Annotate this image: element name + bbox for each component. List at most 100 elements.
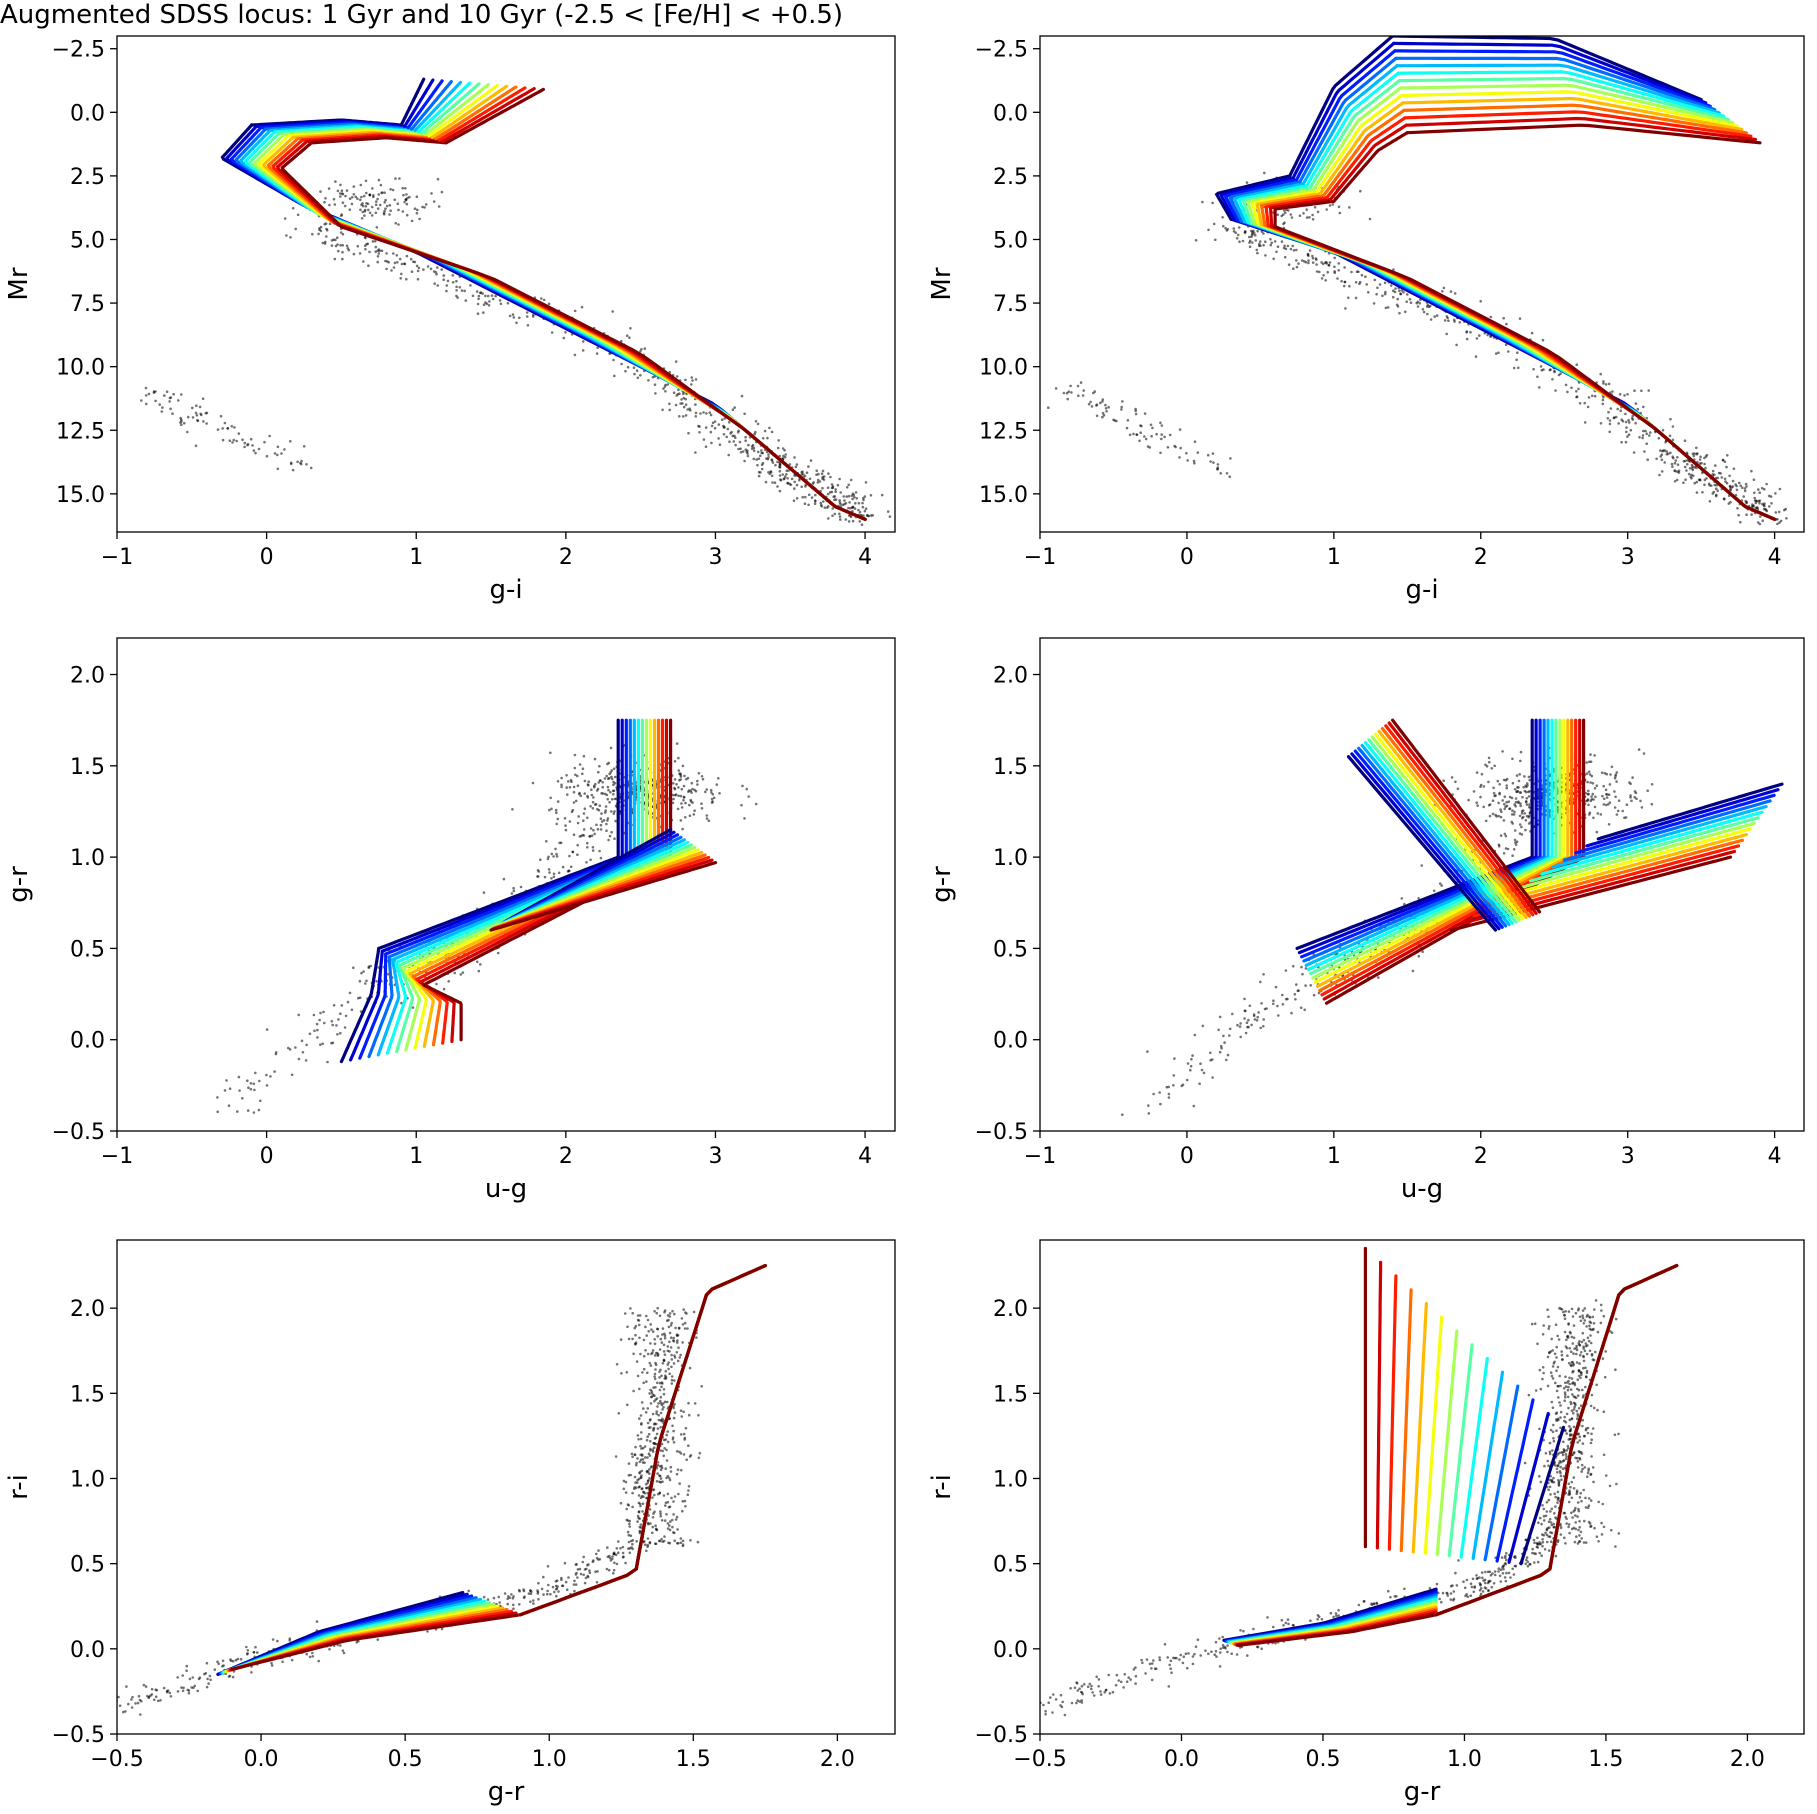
field-star-point [1585,772,1589,775]
field-star-point [1498,783,1501,786]
field-star-point [1210,1650,1213,1653]
field-star-point [385,204,389,208]
field-star-point [1134,409,1137,413]
field-star-point [750,445,754,448]
field-star-point [316,1028,319,1032]
field-star-point [191,416,195,419]
field-star-point [1686,458,1689,462]
field-star-point [741,450,745,453]
field-star-point [670,1496,673,1500]
field-star-point [672,1513,675,1516]
field-star-point [1735,488,1739,492]
field-star-point [573,309,577,313]
field-star-point [649,1426,652,1429]
field-star-point [705,412,708,415]
field-star-point [1141,1661,1144,1665]
field-star-point [574,1563,578,1566]
field-star-point [1481,1576,1484,1580]
y-tick-label: 0.5 [70,1553,105,1578]
field-star-point [853,495,856,499]
field-star-point [1570,386,1573,390]
field-star-point [699,412,702,415]
field-star-point [657,1418,661,1422]
field-star-point [573,1589,576,1593]
field-star-point [463,289,467,293]
field-star-point [1251,241,1254,244]
field-star-point [573,353,577,357]
field-star-point [752,449,756,453]
field-star-point [1172,1074,1176,1077]
isochrone-track-line [1288,36,1395,178]
field-star-point [1519,804,1522,808]
field-star-point [1685,469,1688,472]
field-star-point [804,495,807,499]
field-star-point [180,393,183,396]
field-star-point [1148,446,1152,449]
field-star-point [605,1567,609,1571]
field-star-point [322,1010,325,1014]
field-star-point [757,457,761,461]
isochrone-track-line [1394,56,1717,112]
field-star-point [1168,433,1172,437]
field-star-point [678,1356,682,1359]
field-star-point [1292,267,1295,271]
y-tick-label: 5.0 [993,228,1028,253]
field-star-point [1140,424,1143,428]
field-star-point [672,1339,676,1343]
field-star-point [336,236,339,239]
field-star-point [250,1671,253,1674]
field-star-point [269,1075,272,1078]
field-star-point [627,1462,631,1465]
field-star-point [1181,1083,1185,1087]
field-star-point [433,282,437,286]
field-star-point [340,192,344,195]
field-star-point [1557,373,1561,377]
field-star-point [576,1576,579,1579]
field-star-point [613,797,617,801]
field-star-point [147,392,151,396]
field-star-point [1325,208,1328,211]
field-star-point [828,491,832,494]
field-star-point [1757,488,1760,491]
field-star-point [309,466,313,470]
field-star-point [1554,1554,1558,1558]
field-star-point [660,1341,664,1344]
field-star-point [677,1492,680,1496]
field-star-point [1608,783,1612,786]
field-star-point [416,277,420,281]
field-star-point [321,241,325,245]
field-star-point [1132,432,1135,436]
field-star-point [1737,513,1740,517]
field-star-point [336,243,339,246]
field-star-point [223,1089,227,1092]
field-star-point [612,783,615,787]
field-star-point [409,257,413,261]
field-star-point [652,1512,655,1515]
field-star-point [1601,402,1605,406]
field-star-point [508,314,512,318]
x-tick-label: 4 [1768,1144,1782,1169]
field-star-point [683,774,686,778]
field-star-point [1348,206,1351,209]
field-star-point [194,411,198,415]
field-star-point [364,982,367,985]
field-star-point [413,207,417,210]
field-star-point [1734,483,1737,486]
field-star-point [1337,205,1341,209]
field-star-point [299,461,302,465]
field-star-point [1469,1582,1473,1585]
field-star-point [1204,1649,1207,1652]
field-star-point [636,1314,640,1317]
field-star-point [341,232,345,236]
field-star-point [1264,254,1267,257]
field-star-point [360,971,363,975]
isochrone-track-line [1353,749,1504,929]
field-star-point [1479,1587,1483,1590]
field-star-point [633,1453,637,1457]
field-star-point [1523,812,1527,815]
field-star-point [1435,314,1439,317]
field-star-point [1591,782,1595,785]
field-star-point [1222,1034,1225,1038]
field-star-point [1777,510,1781,514]
field-star-point [426,1630,429,1633]
